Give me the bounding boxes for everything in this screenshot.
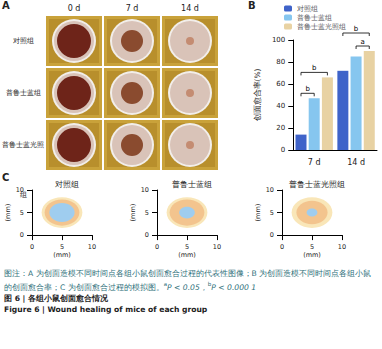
svg-text:(mm): (mm) — [303, 251, 321, 259]
svg-text:20: 20 — [276, 124, 285, 132]
svg-text:100: 100 — [272, 36, 285, 44]
svg-text:80: 80 — [276, 58, 285, 66]
svg-text:5: 5 — [145, 209, 149, 217]
svg-text:b: b — [312, 64, 317, 72]
svg-text:普鲁士蓝光照组: 普鲁士蓝光照组 — [297, 22, 346, 31]
svg-text:5: 5 — [310, 243, 314, 251]
svg-text:(mm): (mm) — [4, 204, 12, 222]
svg-text:(mm): (mm) — [254, 204, 262, 222]
svg-text:5: 5 — [20, 209, 24, 217]
svg-text:40: 40 — [276, 102, 285, 110]
svg-text:10: 10 — [88, 243, 96, 251]
svg-text:创面愈合率(%): 创面愈合率(%) — [253, 68, 262, 121]
svg-text:0: 0 — [270, 231, 274, 239]
svg-text:0: 0 — [145, 231, 149, 239]
svg-text:对照组: 对照组 — [297, 5, 318, 13]
svg-text:14 d: 14 d — [347, 158, 365, 167]
svg-text:0: 0 — [20, 231, 24, 239]
svg-text:5: 5 — [185, 243, 189, 251]
svg-text:普鲁士蓝组: 普鲁士蓝组 — [297, 13, 332, 22]
svg-text:0: 0 — [281, 146, 285, 154]
svg-text:5: 5 — [60, 243, 64, 251]
svg-text:5: 5 — [270, 209, 274, 217]
svg-text:0: 0 — [30, 243, 34, 251]
svg-text:0: 0 — [155, 243, 159, 251]
svg-text:10: 10 — [213, 243, 221, 251]
svg-text:普鲁士蓝组: 普鲁士蓝组 — [172, 180, 212, 189]
svg-text:10: 10 — [266, 186, 274, 194]
svg-text:b: b — [354, 25, 359, 33]
svg-text:10: 10 — [338, 243, 346, 251]
svg-text:(mm): (mm) — [178, 251, 196, 259]
svg-text:b: b — [305, 85, 310, 93]
svg-text:10: 10 — [16, 186, 24, 194]
svg-text:对照组: 对照组 — [55, 180, 79, 189]
svg-text:(mm): (mm) — [129, 204, 137, 222]
svg-text:普鲁士蓝光照组: 普鲁士蓝光照组 — [289, 180, 345, 189]
svg-text:0: 0 — [280, 243, 284, 251]
svg-text:(mm): (mm) — [53, 251, 71, 259]
svg-text:10: 10 — [141, 186, 149, 194]
svg-text:60: 60 — [276, 80, 285, 88]
svg-text:7 d: 7 d — [308, 158, 321, 167]
svg-text:a: a — [361, 38, 365, 46]
